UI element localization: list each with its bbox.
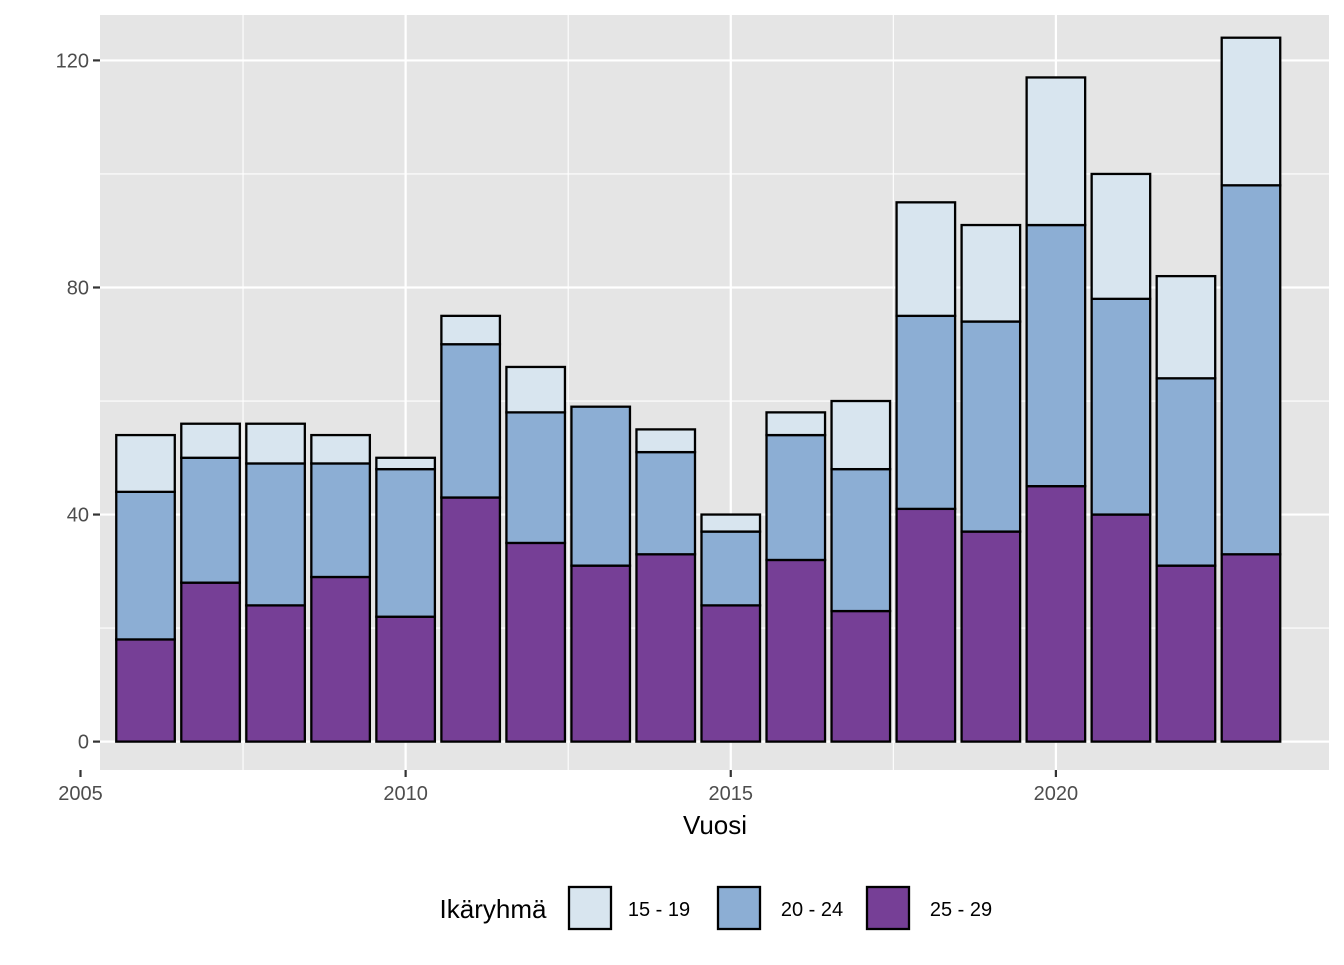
bar-2023-series-0 bbox=[1220, 553, 1282, 743]
bar-2007-series-1 bbox=[180, 456, 241, 584]
legend-label-0: 15 - 19 bbox=[628, 899, 690, 921]
x-tick-label: 2015 bbox=[709, 783, 754, 805]
y-tick-label: 120 bbox=[56, 50, 89, 72]
bar-2018-series-1 bbox=[895, 314, 957, 511]
x-axis-title: Vuosi bbox=[683, 810, 747, 840]
bar-2023-series-2 bbox=[1220, 36, 1282, 187]
bar-2010-series-0 bbox=[375, 615, 437, 743]
y-axis: 0 40 80 120 bbox=[56, 50, 100, 754]
bar-2019-series-1 bbox=[960, 320, 1022, 533]
bar-2018-series-2 bbox=[895, 201, 957, 318]
bar-2014-series-0 bbox=[635, 553, 697, 743]
x-axis: 2005 2010 2015 2020 bbox=[58, 770, 1078, 805]
bar-2007-series-0 bbox=[180, 581, 241, 743]
bar-2009-series-1 bbox=[310, 462, 372, 579]
bar-2021-series-1 bbox=[1090, 297, 1152, 516]
bar-2016-series-1 bbox=[765, 433, 827, 562]
bar-2008-series-1 bbox=[245, 462, 306, 607]
bar-2021-series-0 bbox=[1090, 513, 1152, 743]
legend-key-1 bbox=[716, 885, 762, 931]
bar-2019-series-2 bbox=[960, 223, 1022, 323]
bar-2007-series-2 bbox=[180, 422, 241, 459]
bar-2017-series-0 bbox=[830, 609, 892, 743]
bar-2012-series-1 bbox=[505, 411, 567, 545]
bar-2020-series-0 bbox=[1025, 485, 1087, 743]
bar-2020-series-2 bbox=[1025, 76, 1087, 227]
bar-2020-series-1 bbox=[1025, 223, 1087, 488]
bar-2008-series-0 bbox=[245, 604, 306, 743]
bar-2014-series-1 bbox=[635, 450, 697, 556]
bar-2022-series-1 bbox=[1155, 377, 1217, 567]
legend-key-2 bbox=[865, 885, 911, 931]
bar-2006-series-2 bbox=[115, 433, 176, 493]
bar-2017-series-2 bbox=[830, 399, 892, 471]
bars bbox=[115, 36, 1282, 743]
bar-2006-series-1 bbox=[115, 490, 176, 641]
bar-2010-series-1 bbox=[375, 467, 437, 618]
x-tick-label: 2010 bbox=[383, 783, 428, 805]
bar-2015-series-1 bbox=[700, 530, 762, 607]
legend-label-1: 20 - 24 bbox=[781, 899, 843, 921]
x-tick-label: 2020 bbox=[1034, 783, 1079, 805]
legend-label-2: 25 - 29 bbox=[930, 899, 992, 921]
bar-2022-series-2 bbox=[1155, 274, 1217, 380]
bar-2021-series-2 bbox=[1090, 172, 1152, 300]
bar-2011-series-1 bbox=[440, 343, 502, 499]
bar-2006-series-0 bbox=[115, 638, 176, 743]
bar-2012-series-2 bbox=[505, 365, 567, 414]
bar-2017-series-1 bbox=[830, 467, 892, 613]
bar-2010-series-2 bbox=[375, 456, 437, 471]
bar-2009-series-0 bbox=[310, 575, 372, 743]
bar-2019-series-0 bbox=[960, 530, 1022, 743]
bar-2008-series-2 bbox=[245, 422, 306, 465]
bar-2023-series-1 bbox=[1220, 184, 1282, 556]
y-tick-label: 80 bbox=[67, 277, 89, 299]
bar-2009-series-2 bbox=[310, 433, 372, 465]
bar-2018-series-0 bbox=[895, 507, 957, 743]
bar-2015-series-0 bbox=[700, 604, 762, 743]
x-tick-label: 2005 bbox=[58, 783, 103, 805]
y-tick-label: 0 bbox=[78, 732, 89, 754]
bar-2016-series-2 bbox=[765, 411, 827, 437]
bar-2014-series-2 bbox=[635, 428, 697, 454]
bar-2016-series-0 bbox=[765, 558, 827, 743]
legend: Ikäryhmä 15 - 19 20 - 24 25 - 29 bbox=[440, 885, 992, 931]
bar-2012-series-0 bbox=[505, 541, 567, 743]
legend-key-0 bbox=[567, 885, 613, 931]
bar-2011-series-2 bbox=[440, 314, 502, 346]
bar-2015-series-2 bbox=[700, 513, 762, 533]
bar-2013-series-0 bbox=[570, 564, 632, 743]
bar-2011-series-0 bbox=[440, 496, 502, 743]
bar-2022-series-0 bbox=[1155, 564, 1217, 743]
bar-2013-series-1 bbox=[570, 405, 632, 567]
y-tick-label: 40 bbox=[67, 505, 89, 527]
legend-title: Ikäryhmä bbox=[440, 894, 547, 924]
